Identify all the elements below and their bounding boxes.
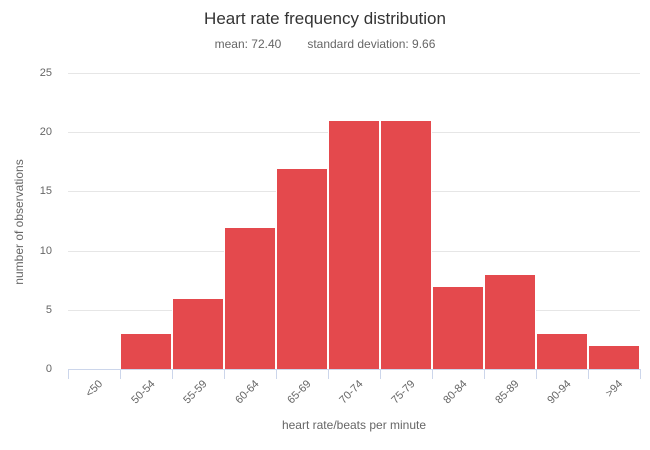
std-deviation-stat: standard deviation: 9.66 — [307, 37, 436, 51]
x-tick — [484, 369, 485, 379]
x-tick — [68, 369, 69, 379]
mean-stat: mean: 72.40 — [214, 37, 282, 51]
x-axis-label: <50 — [83, 378, 106, 400]
chart-subtitle: mean: 72.40 standard deviation: 9.66 — [0, 37, 650, 51]
bar-90-94[interactable] — [536, 333, 588, 369]
y-axis-label: 15 — [39, 185, 52, 198]
x-axis-label: 55-59 — [181, 378, 210, 407]
bar-80-84[interactable] — [432, 286, 484, 369]
x-axis-label: 80-84 — [441, 378, 470, 407]
plot-area — [68, 73, 640, 370]
y-axis-label: 10 — [39, 244, 52, 257]
x-axis-label: 75-79 — [389, 378, 418, 407]
x-axis-label: 85-89 — [493, 378, 522, 407]
bar-60-64[interactable] — [224, 226, 276, 369]
x-tick — [276, 369, 277, 379]
x-axis-title: heart rate/beats per minute — [281, 418, 427, 432]
x-tick — [588, 369, 589, 379]
x-axis-label: >94 — [603, 378, 626, 400]
x-tick — [432, 369, 433, 379]
bar->94[interactable] — [588, 345, 640, 369]
bar-55-59[interactable] — [172, 297, 224, 369]
y-axis-title: number of observations — [12, 159, 26, 285]
x-axis-label: 90-94 — [545, 378, 574, 407]
x-axis-label: 70-74 — [337, 378, 366, 407]
x-tick — [536, 369, 537, 379]
bar-85-89[interactable] — [484, 274, 536, 369]
x-tick — [328, 369, 329, 379]
x-tick — [224, 369, 225, 379]
y-axis-label: 5 — [45, 303, 52, 316]
x-tick — [172, 369, 173, 379]
bars-container — [68, 73, 640, 369]
bar-65-69[interactable] — [276, 167, 328, 369]
y-axis-label: 20 — [39, 126, 52, 139]
x-axis-label: 65-69 — [285, 378, 314, 407]
y-axis-label: 0 — [45, 363, 52, 375]
bar-50-54[interactable] — [120, 333, 172, 369]
chart-title: Heart rate frequency distribution — [204, 9, 446, 28]
bar-70-74[interactable] — [328, 120, 380, 369]
bar-75-79[interactable] — [380, 120, 432, 369]
x-axis-label: 60-64 — [233, 378, 262, 407]
y-axis-label: 25 — [39, 67, 52, 79]
x-tick — [640, 369, 641, 379]
x-axis-label: 50-54 — [129, 378, 158, 407]
gridline — [68, 73, 640, 74]
x-tick — [380, 369, 381, 379]
x-tick — [120, 369, 121, 379]
